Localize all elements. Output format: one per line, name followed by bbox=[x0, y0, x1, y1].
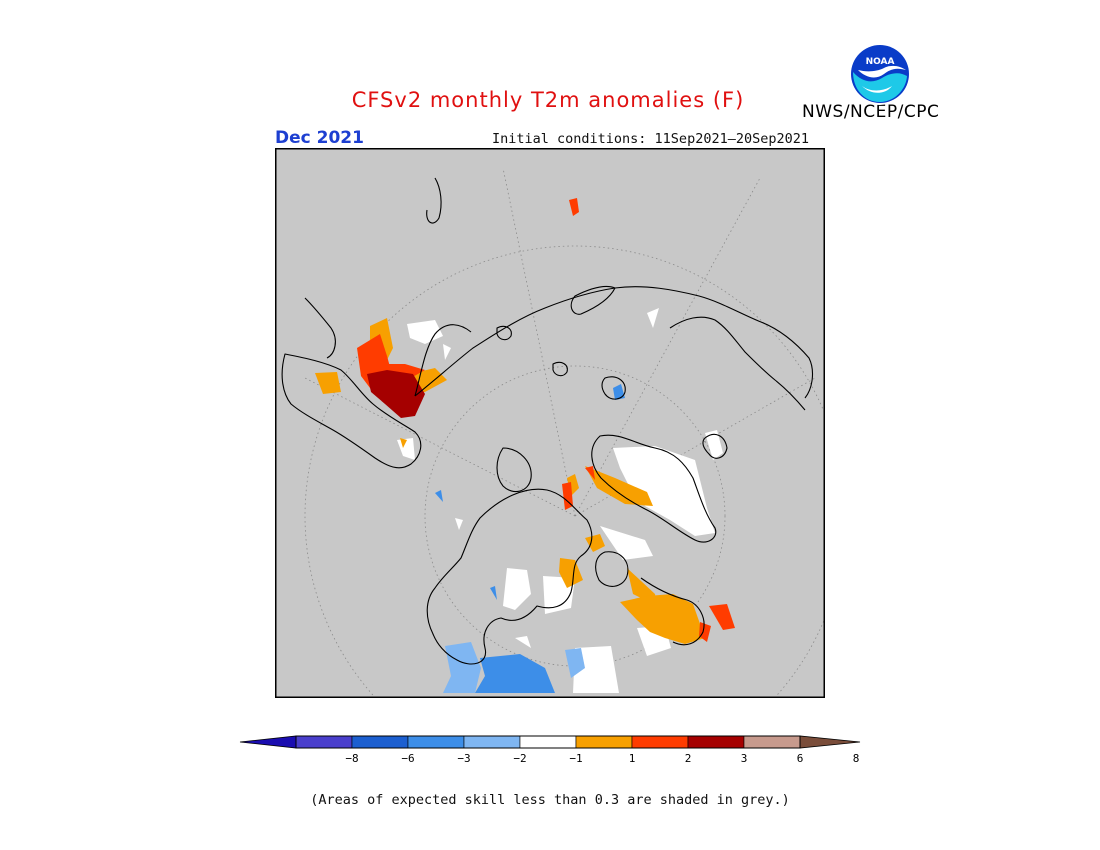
below-normal-light-areas bbox=[443, 642, 585, 693]
colorbar-tick-label: −6 bbox=[401, 752, 415, 765]
near-normal-areas bbox=[397, 308, 723, 693]
colorbar-tick-label: 2 bbox=[684, 752, 692, 765]
below-normal-areas bbox=[435, 384, 625, 693]
skill-footnote: (Areas of expected skill less than 0.3 a… bbox=[310, 792, 790, 808]
colorbar-tick-label: −2 bbox=[513, 752, 527, 765]
above-normal-red-areas bbox=[357, 198, 735, 642]
much-above-normal-areas bbox=[367, 370, 425, 418]
colorbar-bin-0 bbox=[239, 735, 297, 749]
colorbar bbox=[239, 735, 861, 749]
colorbar-bin-9 bbox=[743, 735, 801, 749]
agency-label: NWS/NCEP/CPC bbox=[802, 102, 940, 122]
colorbar-bin-6 bbox=[575, 735, 633, 749]
colorbar-tick-label: −3 bbox=[457, 752, 471, 765]
colorbar-bin-3 bbox=[407, 735, 465, 749]
svg-text:NOAA: NOAA bbox=[866, 57, 895, 67]
colorbar-bin-10 bbox=[799, 735, 861, 749]
forecast-month: Dec 2021 bbox=[275, 128, 364, 148]
colorbar-bin-2 bbox=[351, 735, 409, 749]
colorbar-bin-4 bbox=[463, 735, 521, 749]
colorbar-tick-label: 6 bbox=[796, 752, 804, 765]
initial-conditions: Initial conditions: 11Sep2021—20Sep2021 bbox=[492, 131, 809, 147]
polar-map bbox=[275, 148, 825, 698]
noaa-logo: NOAA bbox=[849, 43, 911, 105]
colorbar-tick-label: 3 bbox=[740, 752, 748, 765]
colorbar-bin-5 bbox=[519, 735, 577, 749]
colorbar-tick-label: 1 bbox=[628, 752, 636, 765]
coastlines bbox=[281, 177, 814, 665]
colorbar-bin-7 bbox=[631, 735, 689, 749]
colorbar-tick-label: −8 bbox=[345, 752, 359, 765]
chart-title: CFSv2 monthly T2m anomalies (F) bbox=[351, 88, 745, 112]
colorbar-bin-1 bbox=[295, 735, 353, 749]
colorbar-tick-label: 8 bbox=[852, 752, 860, 765]
colorbar-tick-label: −1 bbox=[569, 752, 583, 765]
colorbar-bin-8 bbox=[687, 735, 745, 749]
